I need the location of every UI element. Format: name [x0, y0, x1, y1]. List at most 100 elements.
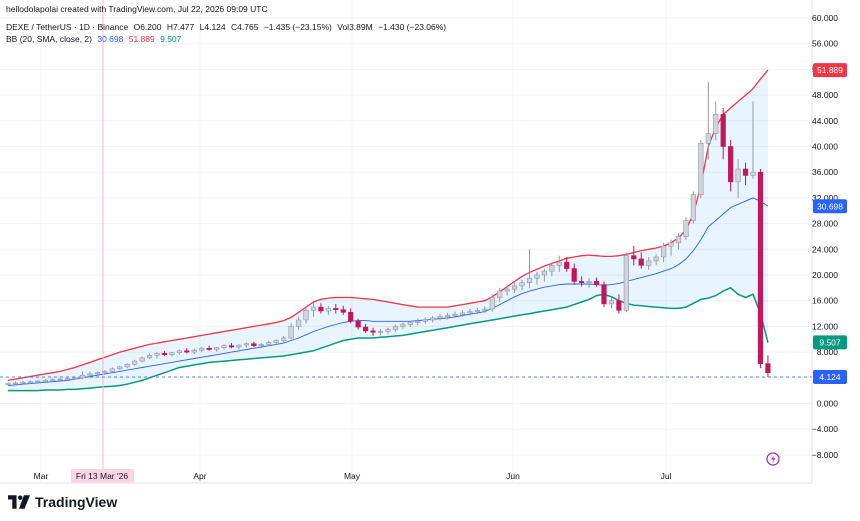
price-tick-label: 40.000 — [812, 142, 838, 152]
candle — [79, 371, 86, 380]
candle-body — [698, 142, 704, 195]
candle-body — [176, 350, 182, 354]
candle-body — [27, 381, 33, 383]
candle — [660, 242, 667, 263]
candle — [362, 323, 369, 333]
price-label-text: 4.124 — [819, 372, 841, 382]
candle-body — [5, 383, 11, 385]
crosshair-date-text: Fri 13 Mar '26 — [76, 471, 128, 481]
price-label-text: 9.507 — [819, 337, 841, 347]
candle — [258, 343, 264, 349]
candle — [57, 377, 63, 382]
price-tick-label: 16.000 — [812, 296, 838, 306]
ohlc-change: −1.435 (−23.15%) — [263, 22, 332, 32]
candle-body — [571, 268, 577, 282]
candle-body — [102, 371, 108, 373]
created-by-line: hellodolapolai created with TradingView.… — [6, 4, 271, 14]
candle-body — [728, 146, 734, 183]
price-label-last: 4.124 — [813, 370, 847, 385]
candle-body — [683, 220, 689, 237]
candle-body — [482, 308, 488, 311]
candle — [281, 336, 287, 344]
candle-body — [281, 337, 287, 341]
candle-body — [735, 168, 741, 183]
price-tick-label: 8.000 — [817, 347, 839, 357]
time-tick-label: May — [344, 471, 361, 481]
candle-body — [653, 256, 659, 262]
candle — [20, 381, 26, 385]
candle-body — [668, 242, 674, 247]
candle-body — [348, 311, 354, 322]
bb-lower-value: 9.507 — [160, 34, 182, 44]
candle-body — [474, 310, 480, 312]
candle-body — [750, 171, 756, 176]
candle-body — [303, 310, 309, 321]
candle-body — [467, 311, 473, 314]
symbol-legend[interactable]: DEXE / TetherUS · 1D · Binance O6.200 H7… — [6, 22, 449, 32]
candle — [12, 381, 19, 385]
price-label-bg — [813, 63, 847, 78]
candle — [154, 352, 160, 359]
candle-body — [191, 349, 197, 353]
candle-body — [273, 340, 279, 343]
price-tick-label: 56.000 — [812, 39, 838, 49]
candle-body — [333, 308, 339, 310]
price-tick-label: 48.000 — [812, 90, 838, 100]
candle — [124, 363, 130, 369]
candle — [199, 346, 205, 353]
candle — [251, 341, 257, 347]
candle-body — [228, 345, 235, 348]
candle — [35, 380, 41, 383]
candle — [519, 279, 525, 291]
candle — [184, 348, 190, 354]
candle — [392, 324, 399, 333]
candle-body — [295, 319, 302, 327]
candle-body — [504, 288, 510, 292]
candle-body — [184, 350, 190, 353]
bb-legend[interactable]: BB (20, SMA, close, 2) 30.698 51.889 9.5… — [6, 34, 184, 44]
crosshair-date-bg — [71, 469, 134, 483]
candle-body — [109, 368, 115, 372]
candle — [27, 380, 33, 384]
candle — [742, 162, 749, 186]
price-tick-label: 44.000 — [812, 116, 838, 126]
candle-body — [713, 114, 719, 134]
tradingview-logo-icon — [8, 495, 30, 509]
candle — [549, 262, 555, 277]
candle-body — [169, 352, 175, 355]
candle-body — [340, 309, 346, 313]
candle — [564, 257, 570, 272]
candle-body — [765, 363, 771, 373]
price-axis[interactable]: 60.00056.00052.00048.00044.00040.00036.0… — [812, 13, 839, 460]
candle-body — [288, 326, 294, 339]
price-tick-label: −8.000 — [812, 450, 839, 460]
candle — [228, 343, 235, 349]
tradingview-logo[interactable]: TradingView — [8, 494, 117, 510]
candle — [757, 168, 764, 369]
candle-body — [638, 258, 644, 266]
candle — [288, 323, 294, 340]
lightning-icon[interactable] — [766, 452, 780, 466]
price-tick-label: 36.000 — [812, 167, 838, 177]
symbol-name[interactable]: DEXE / TetherUS · 1D · Binance — [6, 22, 129, 32]
candle — [690, 191, 696, 224]
candle — [579, 276, 585, 287]
candle — [623, 252, 629, 313]
candle — [236, 344, 242, 350]
bb-label[interactable]: BB (20, SMA, close, 2) — [6, 34, 92, 44]
candle — [266, 340, 272, 347]
price-tick-label: 12.000 — [812, 321, 838, 331]
candle — [593, 277, 600, 287]
volume-change: −1.430 (−23.06%) — [378, 22, 447, 32]
candle-body — [12, 382, 19, 385]
candle-body — [362, 326, 369, 332]
candle — [653, 254, 659, 266]
time-axis[interactable]: Mar Apr May Jun Jul — [0, 471, 812, 484]
price-tick-label: 24.000 — [812, 244, 838, 254]
candle — [713, 101, 719, 141]
candle-body — [549, 265, 555, 272]
price-label-bg — [813, 370, 847, 385]
candle — [683, 217, 689, 240]
candle — [318, 303, 324, 314]
